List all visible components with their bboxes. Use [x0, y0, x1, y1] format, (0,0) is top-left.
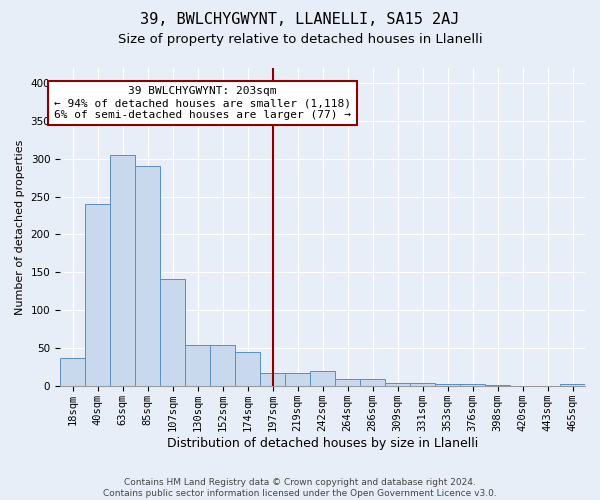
Bar: [210, 344, 235, 387]
Bar: [85, 204, 110, 386]
Bar: [135, 166, 160, 386]
Bar: [285, 374, 310, 386]
Bar: [360, 378, 385, 386]
Bar: [385, 382, 410, 386]
Y-axis label: Number of detached properties: Number of detached properties: [15, 139, 25, 314]
Bar: [110, 155, 135, 386]
Text: Contains HM Land Registry data © Crown copyright and database right 2024.
Contai: Contains HM Land Registry data © Crown c…: [103, 478, 497, 498]
Bar: [310, 371, 335, 386]
Text: Size of property relative to detached houses in Llanelli: Size of property relative to detached ho…: [118, 32, 482, 46]
Bar: [435, 384, 460, 386]
Bar: [235, 352, 260, 386]
Bar: [485, 385, 510, 386]
Bar: [560, 384, 585, 386]
Bar: [185, 344, 210, 387]
Text: 39, BWLCHYGWYNT, LLANELLI, SA15 2AJ: 39, BWLCHYGWYNT, LLANELLI, SA15 2AJ: [140, 12, 460, 28]
Bar: [60, 358, 85, 386]
Bar: [260, 374, 285, 386]
Text: 39 BWLCHYGWYNT: 203sqm
← 94% of detached houses are smaller (1,118)
6% of semi-d: 39 BWLCHYGWYNT: 203sqm ← 94% of detached…: [54, 86, 351, 120]
Bar: [410, 382, 435, 386]
Bar: [335, 378, 360, 386]
Bar: [160, 278, 185, 386]
X-axis label: Distribution of detached houses by size in Llanelli: Distribution of detached houses by size …: [167, 437, 478, 450]
Bar: [460, 384, 485, 386]
